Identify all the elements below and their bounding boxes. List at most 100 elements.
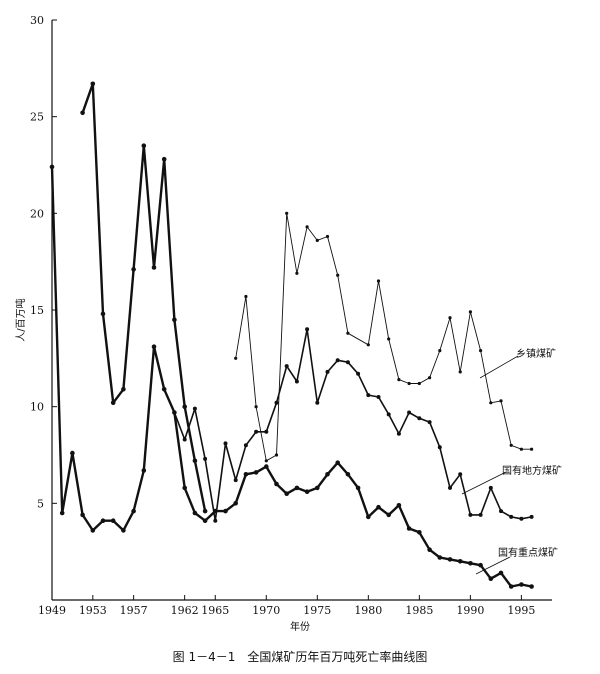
data-point — [499, 399, 503, 403]
data-point — [396, 431, 401, 436]
data-point — [417, 416, 422, 421]
data-point — [274, 453, 279, 457]
data-point — [203, 456, 208, 461]
data-point — [376, 395, 381, 399]
data-point — [530, 447, 534, 451]
data-point — [244, 294, 248, 299]
data-point — [468, 561, 473, 566]
data-point — [80, 512, 85, 518]
data-point — [285, 211, 289, 215]
data-point — [437, 445, 442, 450]
series-key-state — [80, 81, 208, 514]
data-point — [529, 584, 534, 589]
series-local-state — [172, 327, 534, 523]
data-point — [90, 81, 96, 87]
series-line — [173, 328, 532, 522]
data-point — [346, 331, 350, 335]
x-tick-label: 1980 — [354, 604, 382, 617]
data-point — [519, 447, 524, 451]
data-point — [508, 584, 514, 589]
data-point — [80, 110, 85, 116]
data-point — [141, 468, 147, 473]
data-point — [121, 387, 126, 392]
x-tick-label: 1975 — [303, 604, 331, 617]
y-tick-label: 20 — [30, 207, 44, 220]
data-point — [387, 337, 391, 341]
data-point — [192, 458, 198, 464]
data-point — [264, 459, 268, 463]
data-point — [376, 504, 381, 510]
data-point — [366, 514, 371, 520]
data-point — [478, 512, 483, 517]
data-point — [223, 441, 228, 446]
data-point — [458, 472, 463, 477]
data-point — [182, 437, 187, 442]
data-point — [151, 265, 157, 270]
data-point — [498, 570, 504, 576]
data-point — [427, 547, 432, 552]
data-point — [100, 518, 106, 523]
data-point — [254, 405, 258, 409]
data-point — [110, 400, 116, 406]
data-point — [366, 393, 371, 398]
data-point — [264, 464, 269, 469]
series-annotation-township: 乡镇煤矿 — [479, 347, 556, 379]
series-line — [235, 212, 532, 462]
data-point — [305, 225, 309, 229]
data-point — [386, 412, 391, 417]
data-point — [131, 508, 136, 514]
data-point — [407, 410, 412, 415]
data-point — [519, 516, 524, 521]
data-point — [274, 481, 279, 487]
data-point — [428, 376, 432, 380]
x-tick-label: 1957 — [120, 604, 148, 617]
data-point — [172, 410, 177, 415]
series-label-key-state: 国有重点煤矿 — [498, 546, 558, 559]
data-point — [243, 472, 249, 477]
data-point — [233, 478, 238, 483]
data-point — [295, 271, 299, 275]
y-tick-label: 25 — [30, 111, 44, 124]
data-point — [243, 443, 248, 448]
x-axis-title: 年份 — [290, 620, 310, 633]
data-point — [457, 559, 463, 564]
data-point — [233, 501, 238, 506]
y-ticks: 5 10 15 20 25 30 — [30, 14, 57, 510]
data-point — [407, 381, 411, 386]
data-point — [417, 530, 422, 535]
data-point — [294, 485, 300, 491]
data-point — [254, 429, 259, 434]
data-point — [213, 508, 218, 514]
data-point — [141, 143, 147, 148]
data-point — [213, 518, 218, 523]
data-point — [386, 512, 392, 518]
leader-line — [479, 355, 519, 379]
data-point — [417, 381, 421, 386]
data-point — [151, 344, 157, 350]
data-point — [458, 370, 462, 374]
data-point — [121, 528, 126, 533]
data-point — [90, 528, 96, 533]
x-ticks: 1949 1953 1957 1962 1965 1970 1975 1980 1985 1990… — [38, 595, 535, 617]
data-point — [305, 327, 310, 332]
data-point — [161, 387, 167, 392]
leader-line — [475, 556, 511, 575]
data-point — [488, 485, 493, 490]
data-point — [325, 369, 330, 374]
data-point — [356, 371, 361, 376]
data-point — [49, 164, 55, 170]
data-point — [488, 576, 494, 581]
data-point — [376, 279, 381, 283]
data-point — [366, 343, 370, 347]
x-tick-label: 1953 — [79, 604, 107, 617]
data-point — [499, 509, 503, 514]
data-point — [355, 485, 361, 491]
data-point — [336, 273, 340, 277]
data-point — [509, 514, 514, 519]
data-point — [396, 503, 402, 508]
series-key-state — [49, 164, 534, 589]
data-point — [448, 316, 452, 320]
data-point — [172, 317, 177, 323]
data-point — [397, 378, 401, 382]
